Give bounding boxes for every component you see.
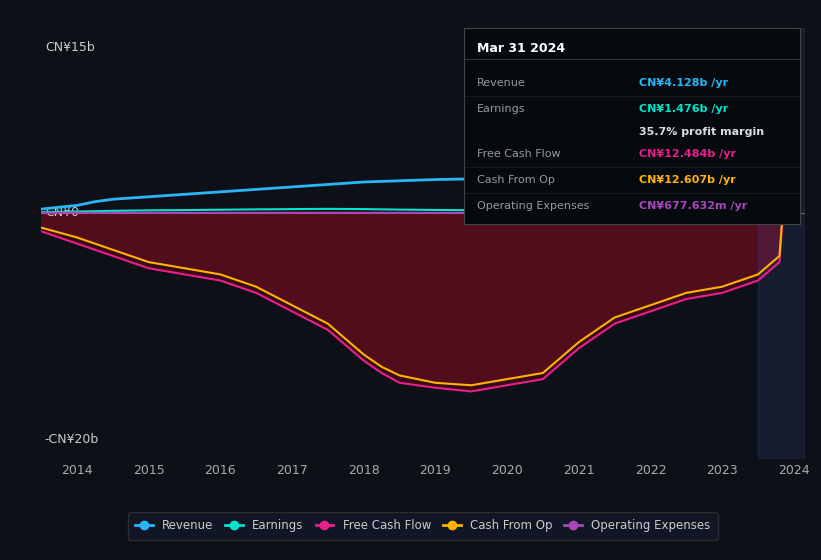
Text: Free Cash Flow: Free Cash Flow (477, 150, 561, 160)
Text: CN¥677.632m /yr: CN¥677.632m /yr (639, 202, 747, 211)
Text: CN¥12.484b /yr: CN¥12.484b /yr (639, 150, 736, 160)
Text: CN¥4.128b /yr: CN¥4.128b /yr (639, 78, 728, 88)
Text: -CN¥20b: -CN¥20b (45, 433, 99, 446)
Legend: Revenue, Earnings, Free Cash Flow, Cash From Op, Operating Expenses: Revenue, Earnings, Free Cash Flow, Cash … (128, 512, 718, 539)
Text: Cash From Op: Cash From Op (477, 175, 555, 185)
Text: CN¥0: CN¥0 (45, 206, 79, 220)
Bar (758, 28, 805, 459)
Text: 35.7% profit margin: 35.7% profit margin (639, 127, 764, 137)
Text: Revenue: Revenue (477, 78, 526, 88)
Text: Mar 31 2024: Mar 31 2024 (477, 42, 566, 55)
Text: CN¥15b: CN¥15b (45, 41, 94, 54)
Text: Operating Expenses: Operating Expenses (477, 202, 589, 211)
Text: CN¥12.607b /yr: CN¥12.607b /yr (639, 175, 736, 185)
Text: CN¥1.476b /yr: CN¥1.476b /yr (639, 104, 728, 114)
Text: Earnings: Earnings (477, 104, 525, 114)
